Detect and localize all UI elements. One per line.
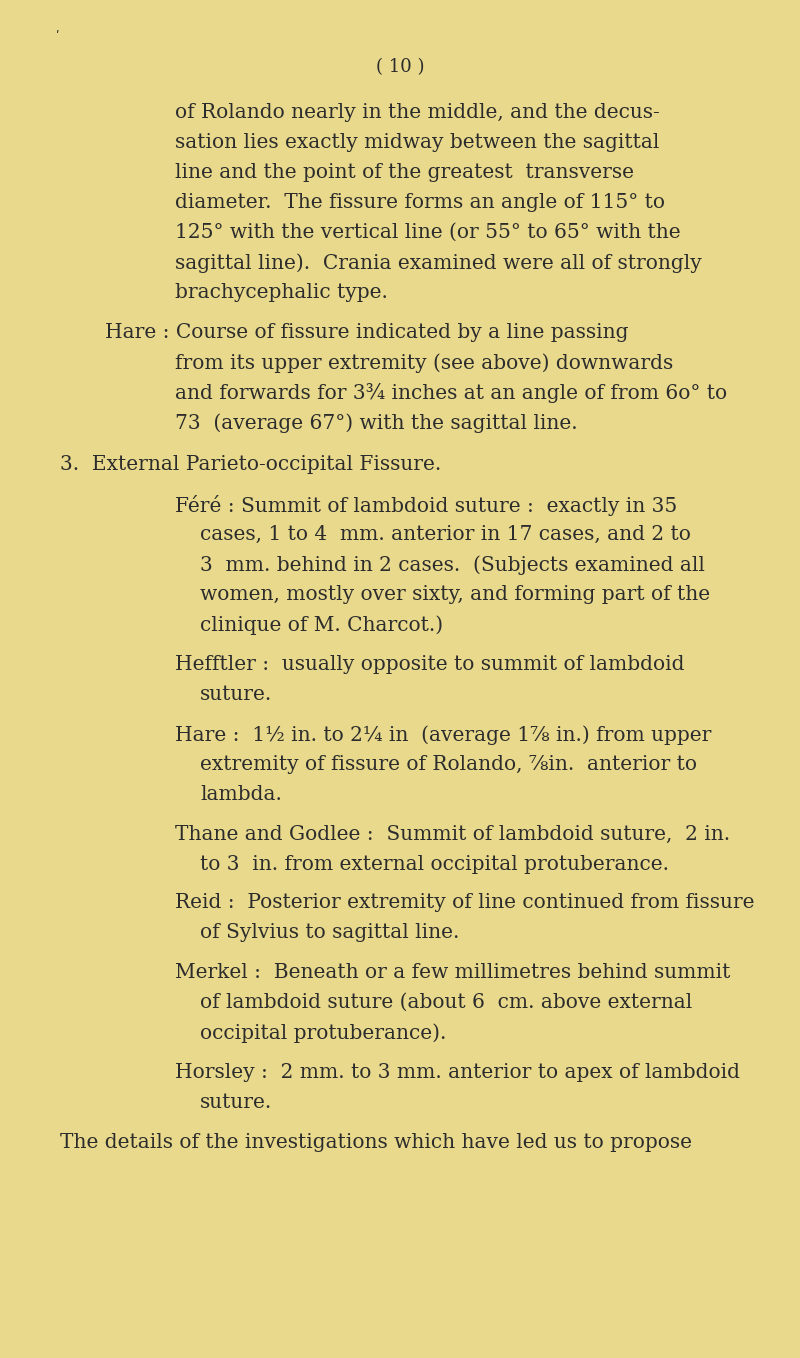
Text: cases, 1 to 4  mm. anterior in 17 cases, and 2 to: cases, 1 to 4 mm. anterior in 17 cases, … <box>200 526 691 545</box>
Text: 3  mm. behind in 2 cases.  (Subjects examined all: 3 mm. behind in 2 cases. (Subjects exami… <box>200 555 705 574</box>
Text: brachycephalic type.: brachycephalic type. <box>175 282 388 301</box>
Text: suture.: suture. <box>200 684 272 703</box>
Text: 73  (average 67°) with the sagittal line.: 73 (average 67°) with the sagittal line. <box>175 413 578 433</box>
Text: Horsley :  2 mm. to 3 mm. anterior to apex of lambdoid: Horsley : 2 mm. to 3 mm. anterior to ape… <box>175 1063 740 1082</box>
Text: sation lies exactly midway between the sagittal: sation lies exactly midway between the s… <box>175 133 659 152</box>
Text: sagittal line).  Crania examined were all of strongly: sagittal line). Crania examined were all… <box>175 253 702 273</box>
Text: 3.  External Parieto-occipital Fissure.: 3. External Parieto-occipital Fissure. <box>60 455 442 474</box>
Text: ʹ: ʹ <box>55 30 58 43</box>
Text: occipital protuberance).: occipital protuberance). <box>200 1023 446 1043</box>
Text: Reid :  Posterior extremity of line continued from fissure: Reid : Posterior extremity of line conti… <box>175 894 754 913</box>
Text: Merkel :  Beneath or a few millimetres behind summit: Merkel : Beneath or a few millimetres be… <box>175 963 730 982</box>
Text: extremity of fissure of Rolando, ⅞in.  anterior to: extremity of fissure of Rolando, ⅞in. an… <box>200 755 697 774</box>
Text: women, mostly over sixty, and forming part of the: women, mostly over sixty, and forming pa… <box>200 585 710 604</box>
Text: of Sylvius to sagittal line.: of Sylvius to sagittal line. <box>200 923 459 942</box>
Text: line and the point of the greatest  transverse: line and the point of the greatest trans… <box>175 163 634 182</box>
Text: of Rolando nearly in the middle, and the decus-: of Rolando nearly in the middle, and the… <box>175 103 660 122</box>
Text: Hare :  1½ in. to 2¼ in  (average 1⅞ in.) from upper: Hare : 1½ in. to 2¼ in (average 1⅞ in.) … <box>175 725 711 744</box>
Text: clinique of M. Charcot.): clinique of M. Charcot.) <box>200 615 443 634</box>
Text: lambda.: lambda. <box>200 785 282 804</box>
Text: The details of the investigations which have led us to propose: The details of the investigations which … <box>60 1133 692 1152</box>
Text: to 3  in. from external occipital protuberance.: to 3 in. from external occipital protube… <box>200 856 669 875</box>
Text: and forwards for 3¾ inches at an angle of from 6o° to: and forwards for 3¾ inches at an angle o… <box>175 383 727 403</box>
Text: 125° with the vertical line (or 55° to 65° with the: 125° with the vertical line (or 55° to 6… <box>175 223 681 242</box>
Text: ( 10 ): ( 10 ) <box>376 58 424 76</box>
Text: Hare : Course of fissure indicated by a line passing: Hare : Course of fissure indicated by a … <box>105 323 629 342</box>
Text: Thane and Godlee :  Summit of lambdoid suture,  2 in.: Thane and Godlee : Summit of lambdoid su… <box>175 826 730 845</box>
Text: Féré : Summit of lambdoid suture :  exactly in 35: Féré : Summit of lambdoid suture : exact… <box>175 496 678 516</box>
Text: of lambdoid suture (about 6  cm. above external: of lambdoid suture (about 6 cm. above ex… <box>200 993 692 1012</box>
Text: Hefftler :  usually opposite to summit of lambdoid: Hefftler : usually opposite to summit of… <box>175 655 685 674</box>
Text: from its upper extremity (see above) downwards: from its upper extremity (see above) dow… <box>175 353 674 372</box>
Text: suture.: suture. <box>200 1093 272 1112</box>
Text: diameter.  The fissure forms an angle of 115° to: diameter. The fissure forms an angle of … <box>175 193 665 212</box>
